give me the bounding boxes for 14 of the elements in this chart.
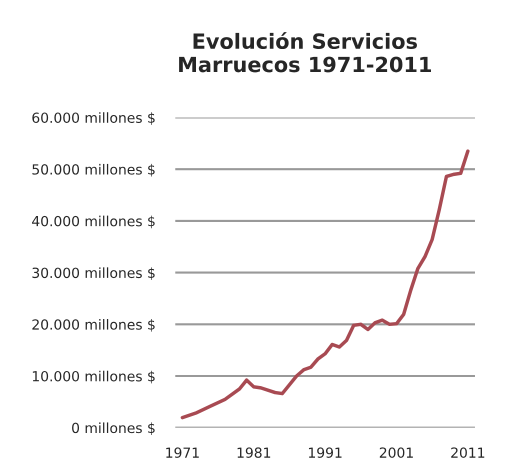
y-tick-label: 50.000 millones $ xyxy=(32,164,155,177)
chart-title: Evolución Servicios Marruecos 1971-2011 xyxy=(179,32,431,72)
x-tick-label: 1971 xyxy=(166,447,199,458)
y-tick-label: 20.000 millones $ xyxy=(32,319,155,332)
x-tick-label: 2011 xyxy=(451,447,484,458)
y-tick-label: 60.000 millones $ xyxy=(32,112,155,125)
x-tick-label: 2001 xyxy=(380,447,413,458)
y-tick-label: 40.000 millones $ xyxy=(32,216,155,228)
y-tick-label: 0 millones $ xyxy=(72,422,155,436)
line-series xyxy=(180,149,470,420)
x-tick-label: 1991 xyxy=(308,447,342,458)
y-tick-label: 30.000 millones $ xyxy=(32,267,155,280)
x-tick-label: 1981 xyxy=(238,447,270,458)
y-tick-label: 10.000 millones $ xyxy=(32,370,155,384)
